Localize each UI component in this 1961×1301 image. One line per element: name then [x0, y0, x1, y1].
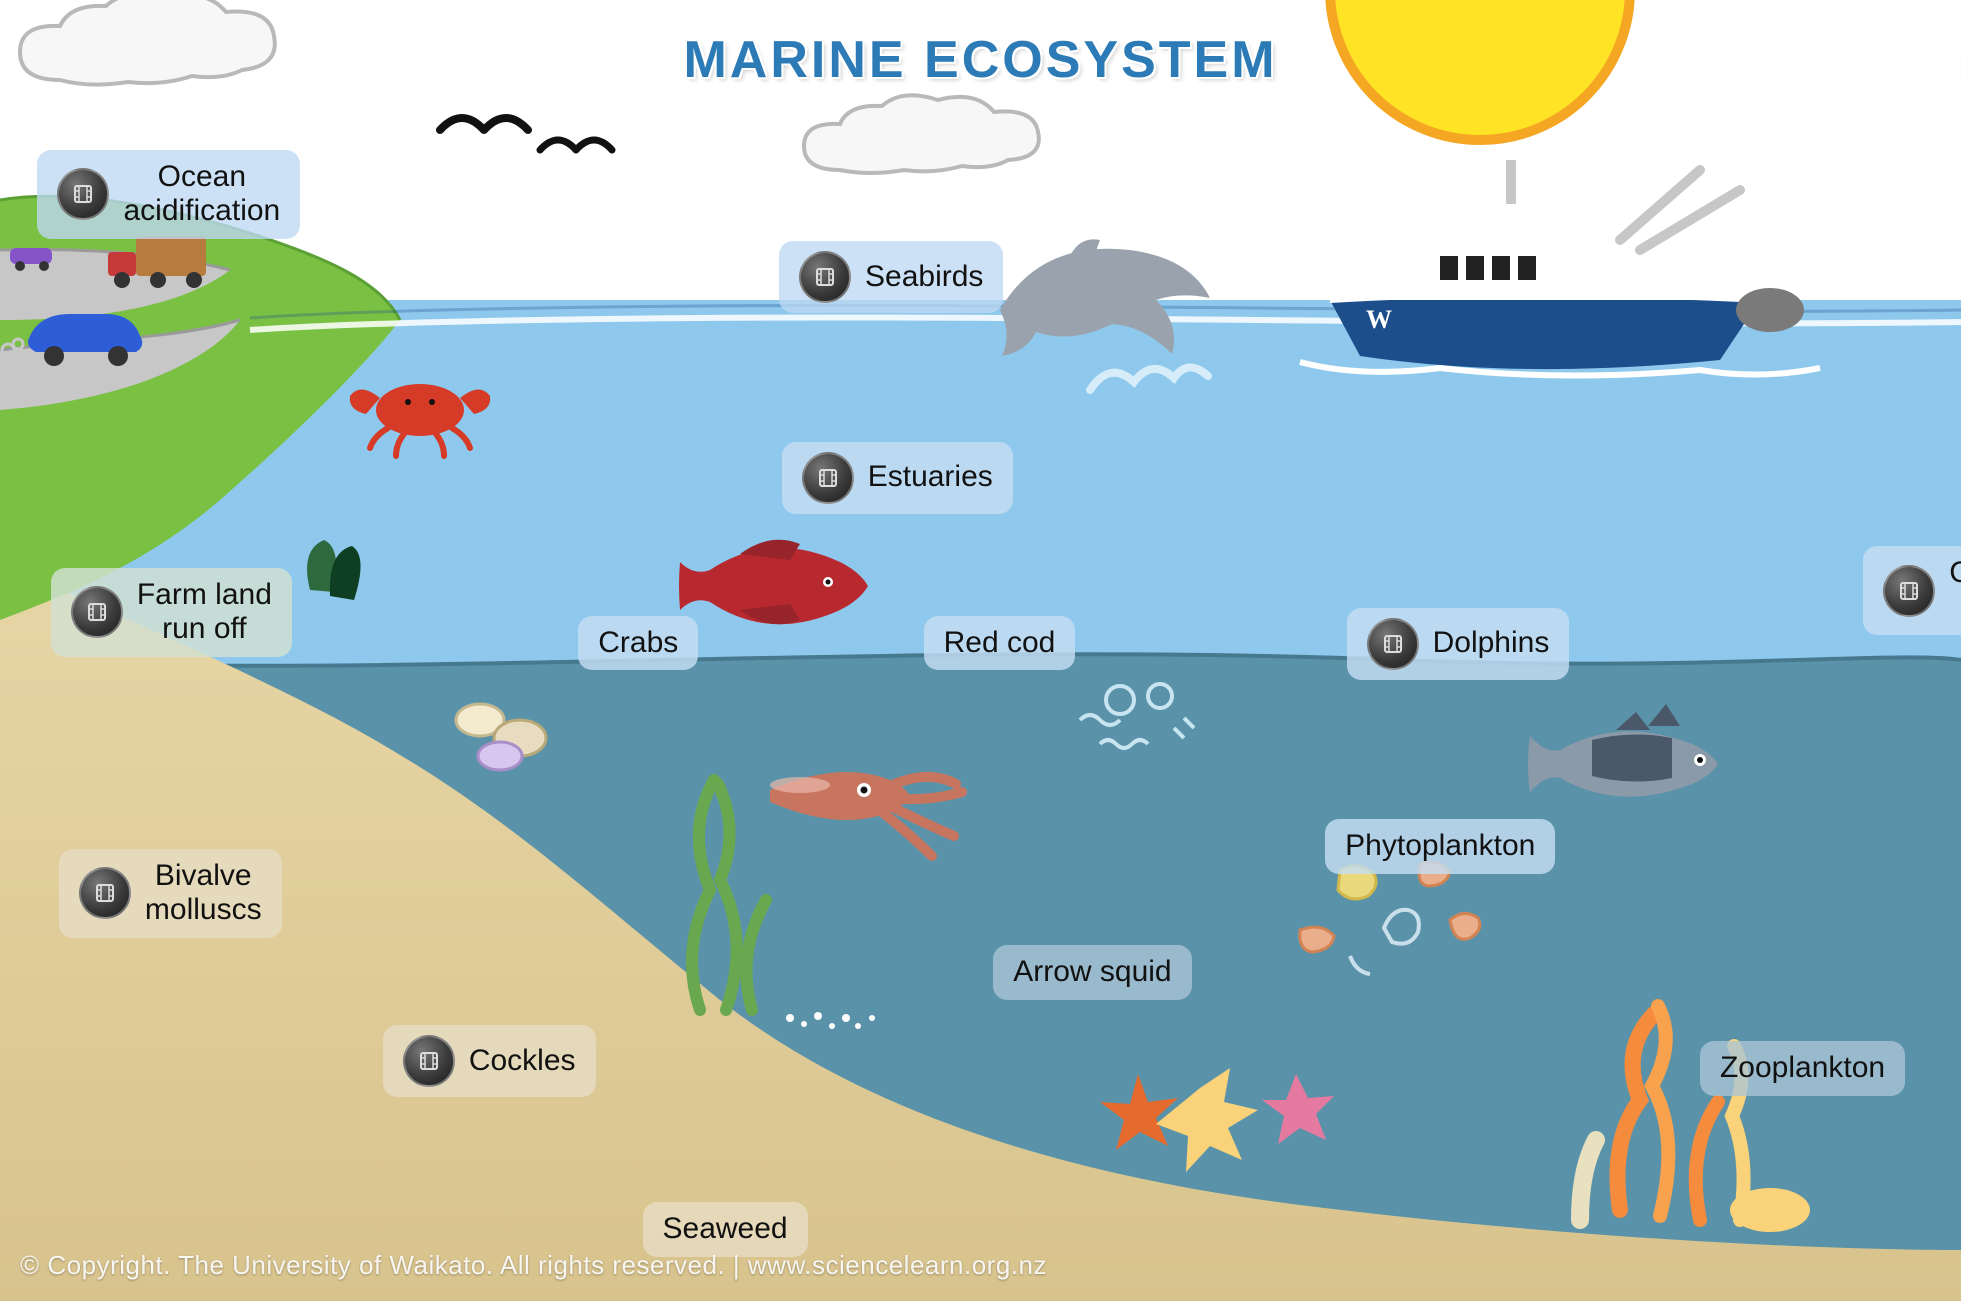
label-bivalve-molluscs[interactable]: Bivalve molluscs	[59, 849, 282, 938]
film-icon	[816, 466, 840, 490]
page-title: MARINE ECOSYSTEM	[0, 30, 1961, 90]
film-icon	[71, 182, 95, 206]
label-red-cod[interactable]: Red cod	[924, 616, 1076, 671]
label-text: Arrow squid	[1013, 955, 1171, 990]
label-arrow-squid[interactable]: Arrow squid	[993, 945, 1191, 1000]
label-text: Red cod	[944, 626, 1056, 661]
info-icon	[79, 867, 131, 919]
info-icon	[71, 586, 123, 638]
label-text: Crabs	[598, 626, 678, 661]
label-crabs[interactable]: Crabs	[578, 616, 698, 671]
label-text: Bivalve molluscs	[145, 859, 262, 928]
film-icon	[85, 600, 109, 624]
label-phytoplankton[interactable]: Phytoplankton	[1325, 819, 1555, 874]
label-zooplankton[interactable]: Zooplankton	[1700, 1041, 1905, 1096]
film-icon	[1897, 579, 1921, 603]
label-commercial-fishing[interactable]: Commercial fishing	[1863, 546, 1961, 635]
label-text: Seaweed	[663, 1212, 788, 1247]
info-icon	[1367, 618, 1419, 670]
info-icon	[799, 251, 851, 303]
info-icon	[802, 452, 854, 504]
label-ocean-acid[interactable]: Ocean acidification	[37, 150, 300, 239]
label-text: Cockles	[469, 1044, 576, 1079]
film-icon	[417, 1049, 441, 1073]
film-icon	[93, 881, 117, 905]
label-farm-runoff[interactable]: Farm land run off	[51, 568, 292, 657]
label-dolphins[interactable]: Dolphins	[1347, 608, 1570, 680]
film-icon	[1381, 632, 1405, 656]
copyright-footer: © Copyright. The University of Waikato. …	[20, 1250, 1047, 1281]
label-seabirds[interactable]: Seabirds	[779, 241, 1003, 313]
label-text: Farm land run off	[137, 578, 272, 647]
label-text: Seabirds	[865, 260, 983, 295]
info-icon	[403, 1035, 455, 1087]
label-cockles[interactable]: Cockles	[383, 1025, 596, 1097]
info-icon	[57, 168, 109, 220]
diagram-stage: W	[0, 0, 1961, 1301]
label-text: Phytoplankton	[1345, 829, 1535, 864]
label-text: Dolphins	[1433, 626, 1550, 661]
label-text: Commercial fishing	[1949, 556, 1961, 625]
label-estuaries[interactable]: Estuaries	[782, 442, 1013, 514]
label-text: Zooplankton	[1720, 1051, 1885, 1086]
label-text: Ocean acidification	[123, 160, 280, 229]
svg-text:W: W	[1366, 305, 1392, 334]
label-seaweed[interactable]: Seaweed	[643, 1202, 808, 1257]
label-text: Estuaries	[868, 460, 993, 495]
info-icon	[1883, 565, 1935, 617]
film-icon	[813, 265, 837, 289]
